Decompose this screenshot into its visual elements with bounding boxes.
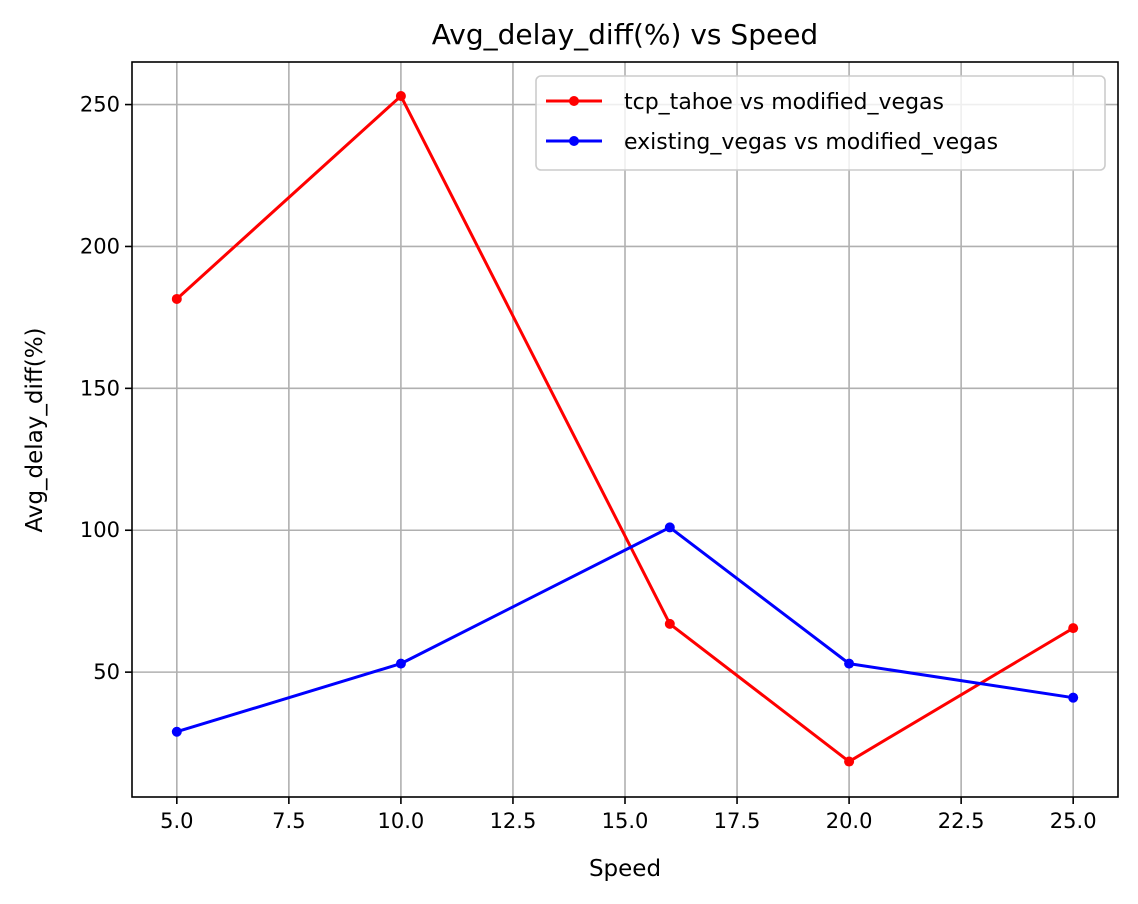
data-point bbox=[396, 659, 406, 669]
y-tick-label: 200 bbox=[80, 234, 120, 258]
x-axis-label: Speed bbox=[589, 856, 661, 882]
y-axis-label: Avg_delay_diff(%) bbox=[22, 327, 48, 532]
y-tick-label: 50 bbox=[93, 660, 120, 684]
data-point bbox=[844, 659, 854, 669]
x-tick-label: 7.5 bbox=[272, 809, 305, 833]
legend: tcp_tahoe vs modified_vegas existing_vega… bbox=[536, 76, 1105, 170]
x-tick-label: 20.0 bbox=[826, 809, 873, 833]
legend-marker bbox=[569, 136, 579, 146]
data-point bbox=[1068, 693, 1078, 703]
data-point bbox=[1068, 623, 1078, 633]
legend-label: tcp_tahoe vs modified_vegas bbox=[624, 90, 944, 115]
x-tick-label: 15.0 bbox=[602, 809, 649, 833]
data-point bbox=[396, 91, 406, 101]
data-point bbox=[844, 757, 854, 767]
x-tick-label: 10.0 bbox=[378, 809, 425, 833]
data-point bbox=[665, 522, 675, 532]
y-tick-label: 250 bbox=[80, 93, 120, 117]
legend-marker bbox=[569, 96, 579, 106]
chart-title: Avg_delay_diff(%) vs Speed bbox=[432, 18, 818, 51]
y-tick-label: 150 bbox=[80, 376, 120, 400]
x-tick-label: 5.0 bbox=[160, 809, 193, 833]
x-tick-label: 17.5 bbox=[714, 809, 761, 833]
data-point bbox=[665, 619, 675, 629]
x-tick-label: 22.5 bbox=[938, 809, 985, 833]
data-point bbox=[172, 294, 182, 304]
x-tick-label: 12.5 bbox=[490, 809, 537, 833]
x-tick-label: 25.0 bbox=[1050, 809, 1097, 833]
legend-label: existing_vegas vs modified_vegas bbox=[624, 130, 998, 155]
y-tick-label: 100 bbox=[80, 518, 120, 542]
data-point bbox=[172, 727, 182, 737]
